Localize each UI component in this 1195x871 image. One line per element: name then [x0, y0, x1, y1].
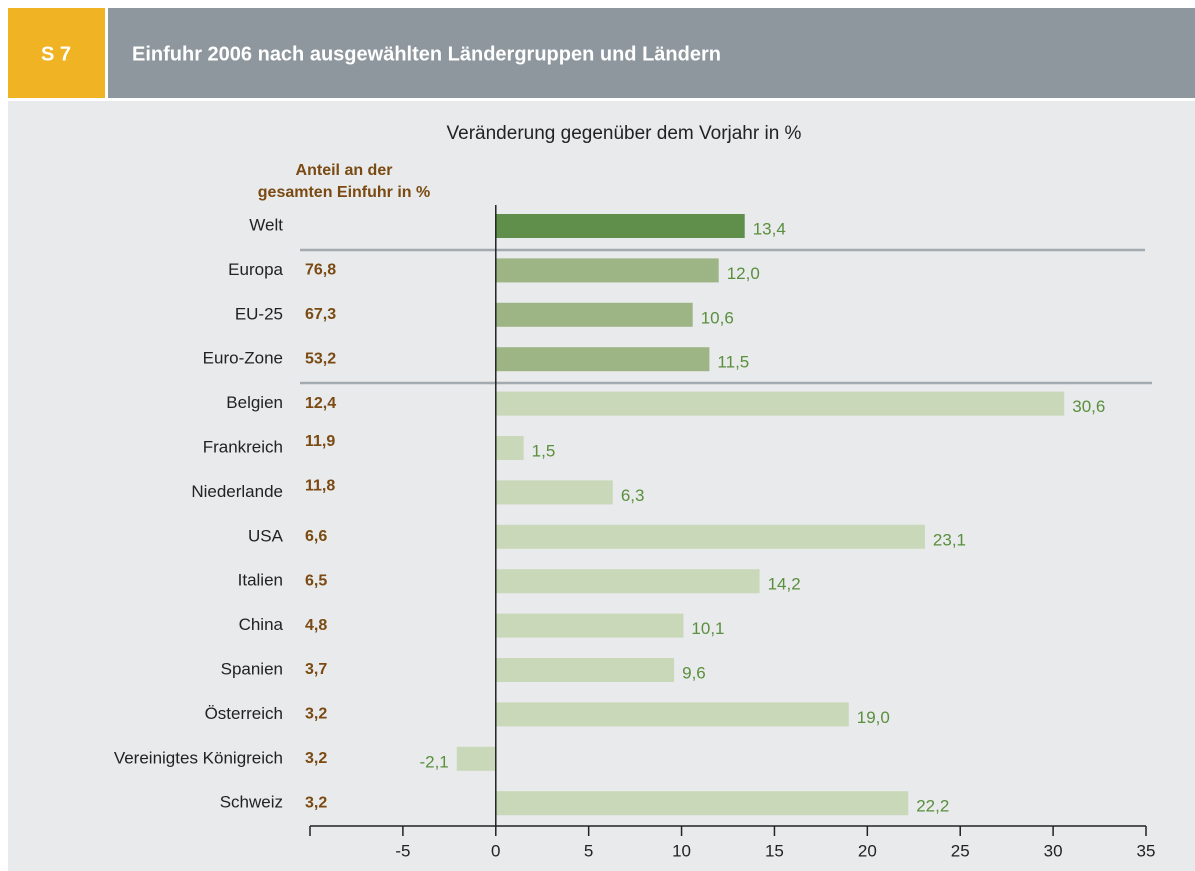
bar — [495, 347, 710, 372]
value-label: 10,1 — [691, 619, 724, 638]
bar — [495, 702, 849, 727]
category-label: EU-25 — [235, 304, 283, 323]
bar — [495, 391, 1065, 416]
value-label: 19,0 — [857, 708, 890, 727]
x-tick-label: 15 — [765, 841, 784, 860]
x-tick-label: 0 — [491, 841, 500, 860]
value-label: 10,6 — [701, 308, 734, 327]
value-label: 12,0 — [727, 264, 760, 283]
category-label: China — [239, 615, 284, 634]
share-label: 53,2 — [305, 350, 336, 367]
category-label: Vereinigtes Königreich — [114, 748, 283, 767]
category-label: Niederlande — [191, 482, 283, 501]
category-label: Italien — [238, 571, 283, 590]
section-label: S 7 — [41, 43, 71, 65]
share-title: Anteil an der — [296, 162, 393, 179]
share-label: 11,8 — [305, 478, 335, 495]
subtitle: Veränderung gegenüber dem Vorjahr in % — [447, 123, 802, 144]
x-tick-label: 10 — [672, 841, 691, 860]
bar — [495, 613, 684, 638]
x-tick-label: 25 — [951, 841, 970, 860]
value-label: 23,1 — [933, 530, 966, 549]
bar — [495, 524, 925, 549]
share-label: 6,5 — [305, 572, 327, 589]
category-label: Frankreich — [203, 437, 283, 456]
category-label: Österreich — [205, 704, 283, 723]
value-label: -2,1 — [419, 752, 448, 771]
share-label: 4,8 — [305, 617, 327, 634]
x-tick-label: -5 — [395, 841, 410, 860]
value-label: 11,5 — [717, 353, 749, 372]
bar — [495, 569, 760, 594]
bar — [495, 258, 719, 283]
share-label: 67,3 — [305, 306, 336, 323]
category-label: Welt — [249, 215, 283, 234]
category-label: Spanien — [221, 659, 283, 678]
share-label: 3,2 — [305, 750, 327, 767]
bar — [495, 658, 675, 682]
bar — [495, 302, 693, 327]
x-tick-label: 5 — [584, 841, 593, 860]
value-label: 1,5 — [532, 441, 556, 460]
value-label: 6,3 — [621, 486, 645, 505]
value-label: 13,4 — [753, 219, 786, 238]
share-label: 6,6 — [305, 528, 327, 545]
chart-title: Einfuhr 2006 nach ausgewählten Ländergru… — [132, 43, 721, 65]
value-label: 14,2 — [768, 575, 801, 594]
title-bar — [108, 8, 1195, 98]
bar — [495, 791, 909, 816]
category-label: Belgien — [226, 393, 283, 412]
value-label: 9,6 — [682, 663, 706, 682]
category-label: Euro-Zone — [203, 349, 283, 368]
category-label: Schweiz — [220, 793, 283, 812]
share-title: gesamten Einfuhr in % — [258, 184, 430, 201]
x-tick-label: 30 — [1044, 841, 1063, 860]
share-label: 3,7 — [305, 661, 327, 678]
share-label: 76,8 — [305, 262, 336, 279]
value-label: 30,6 — [1072, 397, 1105, 416]
category-label: USA — [248, 526, 284, 545]
share-label: 11,9 — [305, 433, 335, 450]
share-label: 3,2 — [305, 794, 327, 811]
share-label: 12,4 — [305, 395, 336, 412]
category-label: Europa — [228, 260, 283, 279]
bar — [495, 214, 745, 238]
bar — [495, 480, 613, 505]
x-tick-label: 20 — [858, 841, 877, 860]
bar — [456, 746, 496, 771]
section-box — [8, 8, 105, 98]
x-tick-label: 35 — [1137, 841, 1156, 860]
share-label: 3,2 — [305, 706, 327, 723]
bar — [495, 436, 524, 460]
value-label: 22,2 — [916, 797, 949, 816]
